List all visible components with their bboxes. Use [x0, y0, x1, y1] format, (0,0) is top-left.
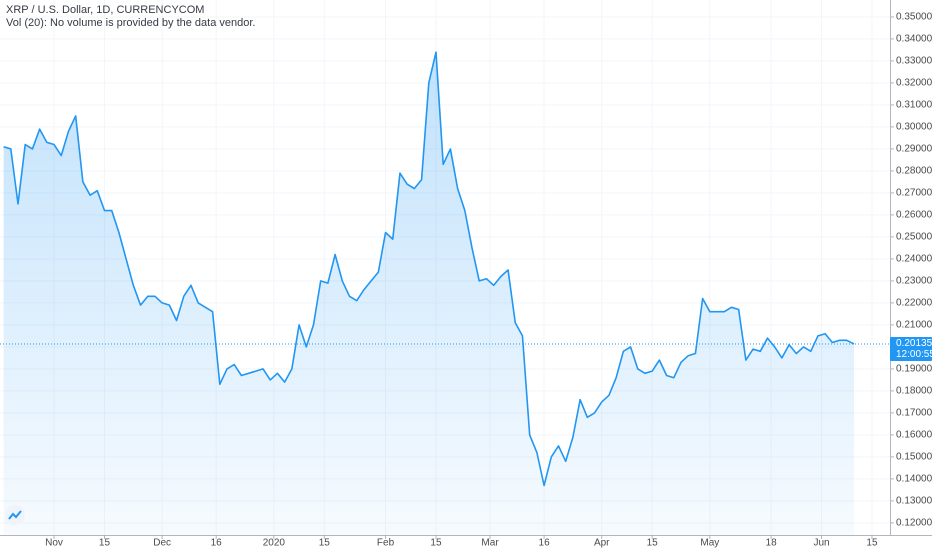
- y-tick-label: 0.15000: [896, 452, 932, 463]
- x-tick-label: Nov: [45, 538, 63, 549]
- y-tick-label: 0.14000: [896, 474, 932, 485]
- x-tick-label: 15: [319, 538, 331, 549]
- x-tick-label: 18: [766, 538, 778, 549]
- y-tick-label: 0.18000: [896, 386, 932, 397]
- x-tick-label: 2020: [263, 538, 286, 549]
- y-tick-label: 0.29000: [896, 144, 932, 155]
- x-tick-label: 16: [211, 538, 223, 549]
- y-tick-label: 0.23000: [896, 276, 932, 287]
- y-tick-label: 0.19000: [896, 364, 932, 375]
- y-tick-label: 0.17000: [896, 408, 932, 419]
- y-tick-label: 0.32000: [896, 78, 932, 89]
- last-price-box: [890, 336, 932, 361]
- y-tick-label: 0.31000: [896, 100, 932, 111]
- x-tick-label: Jun: [813, 538, 829, 549]
- x-tick-label: Mar: [481, 538, 499, 549]
- y-tick-label: 0.34000: [896, 34, 932, 45]
- area: [3, 52, 854, 535]
- x-tick-label: Feb: [377, 538, 395, 549]
- y-tick-label: 0.26000: [896, 210, 932, 221]
- y-tick-label: 0.25000: [896, 232, 932, 243]
- y-tick-label: 0.27000: [896, 188, 932, 199]
- y-tick-label: 0.24000: [896, 254, 932, 265]
- x-tick-label: 15: [99, 538, 111, 549]
- x-tick-label: 15: [430, 538, 442, 549]
- x-tick-label: Apr: [594, 538, 610, 549]
- y-tick-label: 0.13000: [896, 496, 932, 507]
- x-tick-label: May: [700, 538, 719, 549]
- y-tick-label: 0.22000: [896, 298, 932, 309]
- x-tick-label: 15: [647, 538, 659, 549]
- chart-subtitle: Vol (20): No volume is provided by the d…: [6, 17, 255, 29]
- chart-title: XRP / U.S. Dollar, 1D, CURRENCYCOM: [6, 4, 204, 16]
- price-line: [3, 51, 855, 487]
- countdown-label: 12:00:55: [896, 349, 932, 360]
- y-tick-label: 0.16000: [896, 430, 932, 441]
- logo[interactable]: [5, 505, 25, 525]
- x-tick-label: 16: [539, 538, 551, 549]
- y-tick-label: 0.30000: [896, 122, 932, 133]
- y-tick-label: 0.12000: [896, 518, 932, 529]
- y-tick-label: 0.33000: [896, 56, 932, 67]
- x-tick-label: 15: [866, 538, 878, 549]
- plot-area: [0, 51, 890, 535]
- last-price-label: 0.20135: [896, 338, 932, 349]
- axes: 0.35000 0.34000 0.33000 0.32000 0.31000 0.300…: [45, 12, 932, 549]
- x-tick-label: Dec: [153, 538, 171, 549]
- y-tick-label: 0.21000: [896, 320, 932, 331]
- logo-mark: [8, 510, 22, 520]
- y-tick-label: 0.35000: [896, 12, 932, 23]
- y-tick-label: 0.28000: [896, 166, 932, 177]
